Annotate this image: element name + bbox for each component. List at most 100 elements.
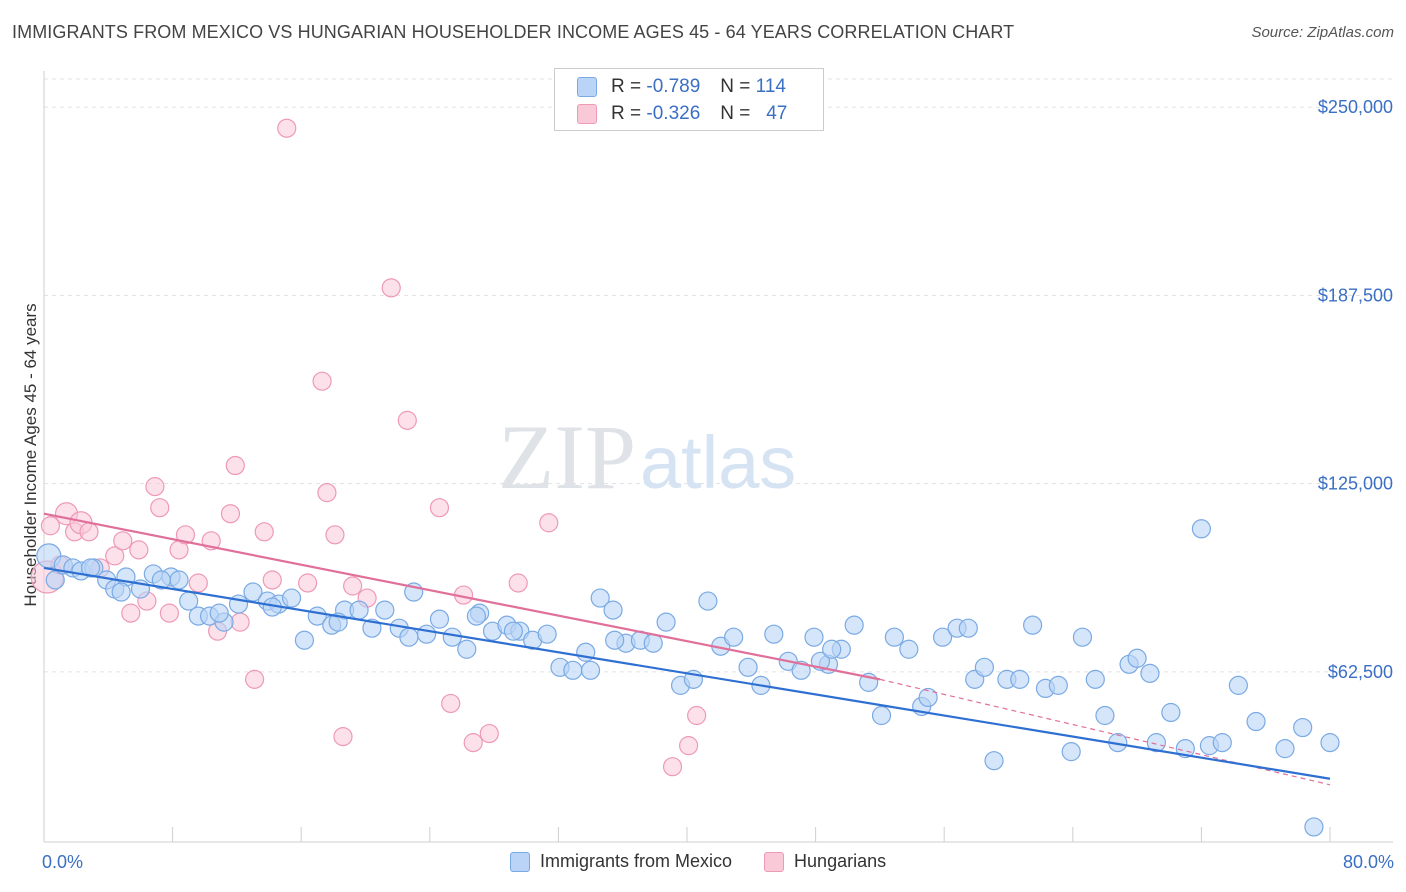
mexico-trend-line: [43, 566, 1331, 780]
source-credit: Source: ZipAtlas.com: [1251, 24, 1394, 41]
mexico-point: [984, 751, 1004, 771]
hungarians-point: [121, 603, 141, 623]
hungarians-point: [175, 525, 196, 545]
mexico-point: [1212, 733, 1232, 753]
mexico-point: [1175, 739, 1195, 759]
mexico-point: [1140, 663, 1160, 683]
series-legend-hungarians[interactable]: Hungarians: [764, 851, 886, 872]
mexico-point: [958, 618, 978, 638]
mexico-point: [45, 570, 65, 590]
mexico-point: [457, 639, 477, 659]
mexico-point: [643, 633, 663, 653]
hungarians-point: [244, 669, 265, 689]
mexico-point: [399, 627, 419, 647]
hungarians-point: [40, 516, 61, 536]
hungarians-point: [687, 705, 707, 726]
hungarians-points: [30, 118, 707, 777]
mexico-point: [294, 630, 315, 650]
legend-r-label: R =: [611, 76, 642, 97]
legend-r-value: -0.789: [646, 76, 701, 97]
series-label-hungarians: Hungarians: [794, 851, 887, 871]
gridlines: [44, 78, 1393, 673]
mexico-point: [590, 588, 610, 608]
mexico-point: [918, 687, 938, 708]
hungarians-point: [79, 522, 99, 542]
watermark-atlas: atlas: [640, 421, 796, 504]
hungarians-point: [105, 546, 125, 566]
mexico-point: [804, 627, 824, 647]
y-tick-label: $250,000: [1318, 97, 1393, 117]
legend-row-hungarians: R = -0.326 N = 47: [577, 101, 787, 127]
mexico-points: [36, 519, 1340, 837]
mexico-point: [932, 627, 953, 647]
hungarians-point: [429, 498, 450, 518]
hungarians-point: [441, 693, 461, 714]
mexico-point: [724, 627, 744, 647]
hungarians-point: [463, 733, 483, 753]
hungarians-point: [298, 573, 318, 593]
axes: [43, 71, 1393, 843]
mexico-point: [503, 621, 523, 641]
mexico-point: [1320, 733, 1340, 753]
hungarians-point: [539, 513, 559, 533]
mexico-point: [537, 624, 557, 644]
mexico-point: [1275, 739, 1295, 759]
chart-title: IMMIGRANTS FROM MEXICO VS HUNGARIAN HOUS…: [12, 22, 1015, 42]
mexico-point: [974, 657, 994, 677]
legend-n-value: 114: [755, 76, 786, 97]
y-tick-label: $62,500: [1328, 662, 1393, 682]
hungarians-point: [262, 570, 282, 590]
hungarians-point: [325, 525, 345, 545]
mexico-point: [209, 603, 229, 623]
mexico-point: [884, 627, 904, 647]
hungarians-point: [188, 573, 208, 593]
watermark-zip: ZIP: [498, 406, 636, 508]
mexico-point: [81, 558, 101, 578]
mexico-point: [281, 588, 302, 608]
legend-r-value: -0.326: [646, 103, 701, 124]
watermark: ZIP atlas: [498, 406, 796, 508]
hungarians-point: [254, 522, 274, 542]
y-tick-label: $125,000: [1318, 474, 1393, 494]
legend-swatch-mexico: [577, 77, 597, 97]
mexico-point: [111, 582, 131, 602]
mexico-point: [442, 627, 462, 647]
mexico-point: [151, 570, 171, 590]
legend-n-value: 47: [766, 103, 788, 124]
series-label-mexico: Immigrants from Mexico: [540, 851, 733, 871]
legend-r-label: R =: [611, 103, 642, 124]
hungarians-point: [129, 540, 149, 560]
mexico-point: [1161, 702, 1181, 723]
legend-swatch-hungarians: [577, 104, 597, 124]
y-tick-label: $187,500: [1318, 285, 1393, 305]
hungarians-point: [333, 726, 353, 747]
hungarians-point: [150, 498, 170, 518]
hungarians-point: [113, 531, 133, 551]
mexico-point: [844, 615, 864, 635]
hungarians-point: [312, 371, 332, 391]
hungarians-point: [230, 612, 250, 632]
mexico-point: [466, 606, 487, 626]
stats-legend: R = -0.789 N = 114 R = -0.326 N = 47: [554, 68, 824, 131]
series-legend-mexico[interactable]: Immigrants from Mexico: [510, 851, 732, 872]
mexico-point: [1127, 648, 1147, 668]
legend-n-label: N =: [720, 103, 751, 124]
legend-row-mexico: R = -0.789 N = 114: [577, 74, 786, 100]
mexico-point: [605, 630, 625, 650]
mexico-point: [822, 639, 842, 659]
hungarians-point: [317, 483, 337, 503]
mexico-point: [1228, 675, 1248, 695]
hungarians-point: [159, 603, 179, 623]
hungarians-point: [508, 573, 528, 593]
trend-lines: [43, 512, 1331, 786]
mexico-point: [1048, 675, 1068, 695]
y-tick-labels: $62,500 $125,000 $187,500 $250,000: [1318, 97, 1393, 682]
hungarians-point: [662, 757, 683, 777]
mexico-point: [1293, 717, 1313, 738]
mexico-point: [580, 660, 601, 680]
x-tick-max: 80.0%: [1342, 852, 1394, 872]
mexico-point: [362, 618, 382, 638]
mexico-point: [1072, 627, 1093, 647]
series-legend: Immigrants from Mexico Hungarians: [510, 851, 918, 872]
mexico-point: [429, 609, 450, 629]
